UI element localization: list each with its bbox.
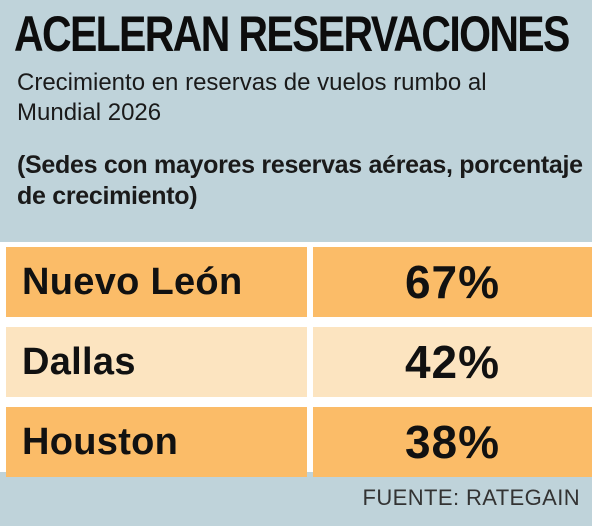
- row-value: 42%: [313, 327, 592, 397]
- row-label: Houston: [6, 407, 307, 477]
- chart-subtitle: Crecimiento en reservas de vuelos rumbo …: [17, 69, 487, 126]
- table-row: Houston 38%: [0, 407, 592, 477]
- chart-note: (Sedes con mayores reservas aéreas, porc…: [17, 151, 583, 210]
- row-value: 38%: [313, 407, 592, 477]
- chart-title: ACELERAN RESERVACIONES: [14, 6, 570, 62]
- row-label: Nuevo León: [6, 247, 307, 317]
- table-row: Dallas 42%: [0, 327, 592, 397]
- row-label: Dallas: [6, 327, 307, 397]
- row-value: 67%: [313, 247, 592, 317]
- source-label: FUENTE: RATEGAIN: [362, 485, 580, 510]
- table-row: Nuevo León 67%: [0, 247, 592, 317]
- data-table: Nuevo León 67% Dallas 42% Houston 38%: [0, 242, 592, 477]
